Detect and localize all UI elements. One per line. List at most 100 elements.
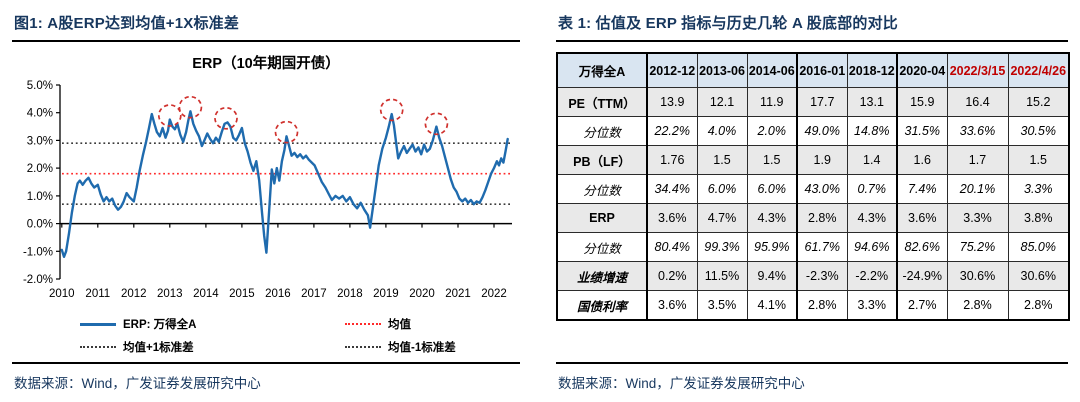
figure-title: 图1: A股ERP达到均值+1X标准差 bbox=[12, 8, 520, 42]
highlight-circle bbox=[424, 112, 449, 136]
table-cell: 9.4% bbox=[746, 261, 798, 291]
highlight-circle bbox=[274, 120, 299, 144]
figure-source: 数据来源：Wind，广发证券发展研究中心 bbox=[12, 362, 520, 396]
table-cell: 3.3% bbox=[846, 290, 898, 321]
table-cell: 34.4% bbox=[646, 174, 698, 204]
legend-item: 均值 bbox=[345, 316, 565, 332]
table-cell: 3.5% bbox=[696, 290, 748, 321]
table-cell: 4.1% bbox=[746, 290, 798, 321]
row-label: 分位数 bbox=[556, 174, 648, 204]
table-cell: 6.0% bbox=[696, 174, 748, 204]
table-cell: 3.6% bbox=[646, 203, 698, 233]
x-tick-label: 2015 bbox=[229, 288, 255, 300]
x-tick-label: 2022 bbox=[481, 288, 507, 300]
table-cell: 17.7 bbox=[796, 87, 848, 117]
legend-item: 均值-1标准差 bbox=[345, 339, 565, 355]
table-cell: 82.6% bbox=[896, 232, 948, 262]
column-header: 2014-06 bbox=[746, 52, 798, 88]
x-tick-label: 2013 bbox=[157, 288, 183, 300]
table-cell: -2.3% bbox=[796, 261, 848, 291]
y-tick-label: 5.0% bbox=[27, 80, 53, 92]
table-cell: 0.7% bbox=[846, 174, 898, 204]
table-cell: 2.0% bbox=[746, 116, 798, 146]
highlight-circle bbox=[379, 98, 404, 122]
table-cell: 3.6% bbox=[646, 290, 698, 321]
table-cell: 3.6% bbox=[896, 203, 948, 233]
table-cell: 30.6% bbox=[946, 261, 1009, 291]
highlight-circle bbox=[157, 104, 182, 127]
table-cell: 1.5 bbox=[696, 145, 748, 175]
table-cell: 1.4 bbox=[846, 145, 898, 175]
legend-label: 均值+1标准差 bbox=[123, 342, 194, 354]
table-cell: 2.8% bbox=[946, 290, 1009, 321]
legend-item: ERP: 万得全A bbox=[80, 316, 345, 332]
table-cell: 3.3% bbox=[946, 203, 1009, 233]
column-header: 2022/3/15 bbox=[946, 52, 1009, 88]
table-row: 国债利率 3.6% 3.5% 4.1% 2.8% 3.3% 2.7% 2.8% 2.8% bbox=[556, 290, 1070, 321]
table-cell: 14.8% bbox=[846, 116, 898, 146]
table-cell: 4.3% bbox=[846, 203, 898, 233]
table-cell: 1.5 bbox=[1007, 145, 1070, 175]
table-cell: 15.2 bbox=[1007, 87, 1070, 117]
column-header: 2016-01 bbox=[796, 52, 848, 88]
x-tick-label: 2012 bbox=[121, 288, 147, 300]
x-tick-label: 2018 bbox=[337, 288, 363, 300]
table-row: PE（TTM） 13.9 12.1 11.9 17.7 13.1 15.9 16.4 15.2 bbox=[556, 87, 1070, 117]
table-cell: 7.4% bbox=[896, 174, 948, 204]
x-tick-label: 2016 bbox=[265, 288, 291, 300]
table-cell: 1.6 bbox=[896, 145, 948, 175]
table-cell: 0.2% bbox=[646, 261, 698, 291]
erp-line-chart: 5.0% 4.0% 3.0% 2.0% 1.0% 0.0% -1.0% -2.0% 2010 20… bbox=[23, 80, 512, 300]
x-tick-label: 2010 bbox=[49, 288, 75, 300]
column-header: 2022/4/26 bbox=[1007, 52, 1070, 88]
highlight-circle bbox=[214, 106, 238, 130]
table-cell: 4.0% bbox=[696, 116, 748, 146]
table-cell: 80.4% bbox=[646, 232, 698, 262]
table-cell: 30.5% bbox=[1007, 116, 1070, 146]
table-row: 业绩增速 0.2% 11.5% 9.4% -2.3% -2.2% -24.9% 30.6% 30… bbox=[556, 261, 1070, 291]
table-cell: 22.2% bbox=[646, 116, 698, 146]
legend-swatch-dotted bbox=[345, 323, 381, 325]
table-cell: 13.1 bbox=[846, 87, 898, 117]
table-cell: 75.2% bbox=[946, 232, 1009, 262]
row-label: PB（LF） bbox=[556, 145, 648, 175]
chart-legend: ERP: 万得全A 均值均值+1标准差 均值-1标准差 bbox=[80, 316, 520, 355]
table-cell: 2.7% bbox=[896, 290, 948, 321]
legend-label: 均值 bbox=[388, 319, 411, 331]
y-tick-label: 2.0% bbox=[27, 163, 53, 175]
legend-label: 均值-1标准差 bbox=[388, 342, 456, 354]
y-tick-label: 1.0% bbox=[27, 191, 53, 203]
figure-panel: 图1: A股ERP达到均值+1X标准差 ERP（10年期国开债） 5.0% 4.0… bbox=[12, 8, 520, 396]
x-tick-label: 2020 bbox=[409, 288, 435, 300]
column-header: 2012-12 bbox=[646, 52, 698, 88]
table-cell: 11.9 bbox=[746, 87, 798, 117]
x-tick-label: 2019 bbox=[373, 288, 399, 300]
legend-swatch-dotted bbox=[80, 346, 116, 348]
table-title: 表 1: 估值及 ERP 指标与历史几轮 A 股底部的对比 bbox=[556, 8, 1068, 42]
table-corner-header: 万得全A bbox=[556, 52, 648, 88]
highlight-circle bbox=[178, 95, 203, 119]
column-header: 2018-12 bbox=[846, 52, 898, 88]
table-cell: 31.5% bbox=[896, 116, 948, 146]
table-row: 分位数 22.2% 4.0% 2.0% 49.0% 14.8% 31.5% 33.6% 30.5… bbox=[556, 116, 1070, 146]
table-cell: 12.1 bbox=[696, 87, 748, 117]
table-cell: 94.6% bbox=[846, 232, 898, 262]
row-label: PE（TTM） bbox=[556, 87, 648, 117]
table-cell: 2.8% bbox=[796, 290, 848, 321]
legend-label: ERP: 万得全A bbox=[123, 319, 197, 331]
table-cell: 3.3% bbox=[1007, 174, 1070, 204]
table-cell: 3.8% bbox=[1007, 203, 1070, 233]
x-tick-label: 2014 bbox=[193, 288, 219, 300]
table-cell: 4.7% bbox=[696, 203, 748, 233]
table-row: 分位数 34.4% 6.0% 6.0% 43.0% 0.7% 7.4% 20.1% 3.3% bbox=[556, 174, 1070, 204]
table-panel: 表 1: 估值及 ERP 指标与历史几轮 A 股底部的对比 万得全A 2012-1… bbox=[556, 8, 1070, 396]
table-cell: -24.9% bbox=[896, 261, 948, 291]
table-cell: 61.7% bbox=[796, 232, 848, 262]
erp-chart-wrap: 5.0% 4.0% 3.0% 2.0% 1.0% 0.0% -1.0% -2.0% 2010 20… bbox=[12, 75, 520, 312]
row-label: 国债利率 bbox=[556, 290, 648, 321]
table-cell: 2.8% bbox=[796, 203, 848, 233]
erp-series-line bbox=[60, 110, 509, 259]
table-cell: 85.0% bbox=[1007, 232, 1070, 262]
column-header: 2020-04 bbox=[896, 52, 948, 88]
